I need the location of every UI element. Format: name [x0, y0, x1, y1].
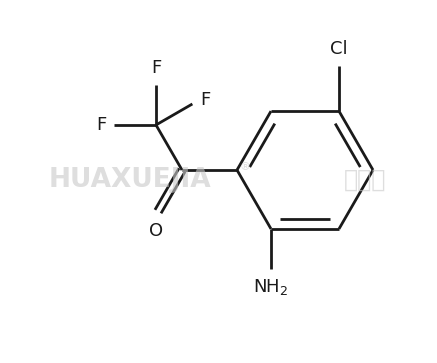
- Text: F: F: [96, 116, 106, 134]
- Text: 化学加: 化学加: [344, 168, 386, 192]
- Text: F: F: [201, 91, 211, 109]
- Text: ®: ®: [239, 162, 250, 172]
- Text: HUAXUEJIA: HUAXUEJIA: [49, 167, 212, 193]
- Text: O: O: [149, 221, 163, 240]
- Text: NH$_2$: NH$_2$: [253, 277, 289, 297]
- Text: F: F: [151, 59, 161, 77]
- Text: Cl: Cl: [330, 40, 348, 58]
